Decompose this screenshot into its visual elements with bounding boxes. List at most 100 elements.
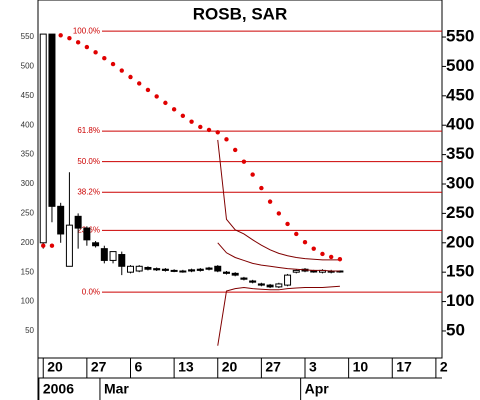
candle-body [83,227,91,241]
y-tick-label: 500 [21,62,35,71]
candle-body [170,269,178,272]
sar-dot [154,94,159,99]
y-tick-label: 300 [21,179,35,188]
sar-dot [320,251,325,257]
sar-dot [102,55,107,61]
x-tick-label: 10 [353,359,369,375]
candle-body [179,270,187,273]
x-tick-label: 20 [222,359,238,375]
candle-body [214,265,222,272]
candle-body [92,242,100,247]
x-tick-label: 20 [47,359,63,375]
candle-body [240,277,248,280]
candle-body [65,224,73,267]
sar-dot [163,100,168,106]
y-tick-label: 250 [21,208,35,217]
candle-body [310,270,318,273]
sar-dot [328,254,334,260]
y2-tick-label: 500 [446,56,474,75]
sar-dot [250,172,255,177]
period-label: 2006 [43,381,74,397]
candle-body [161,268,169,271]
sar-dot [276,211,282,216]
sar-dot [84,44,90,50]
sar-dot [93,50,98,55]
candle-body [275,283,283,288]
fib-label: 38.2% [77,187,100,196]
sar-dot [285,221,290,227]
y-tick-label: 550 [21,32,35,41]
x-tick-label: 27 [91,359,107,375]
sar-dot [215,130,220,135]
candle-body [231,272,239,276]
y-tick-label: 350 [21,150,35,159]
candle-body [153,268,161,271]
candle-body [74,215,82,229]
y-tick-label: 200 [21,238,35,247]
candle-body [57,205,65,235]
sar-dot [311,246,316,251]
x-tick-label: 2 [440,359,448,375]
band-line [217,285,340,346]
y-tick-label: 50 [25,326,34,335]
sar-dot [302,239,308,245]
sar-dot [128,74,133,80]
sar-dot [337,257,343,262]
candle-body [126,265,134,273]
band-line [217,242,340,272]
sar-dot [233,147,238,153]
sar-dot [137,81,142,86]
sar-dot [180,113,186,119]
candle-body [109,251,117,261]
y2-tick-label: 50 [446,320,465,339]
sar-dot [206,127,212,133]
period-label: Mar [104,381,129,397]
candle-body [222,271,230,274]
y2-tick-label: 250 [446,203,474,222]
sar-dot [224,137,229,142]
fib-label: 50.0% [77,157,100,166]
x-tick-label: 6 [134,359,142,375]
x-tick-label: 27 [265,359,281,375]
fib-label: 100.0% [73,26,100,35]
sar-dot [294,231,299,237]
y2-tick-label: 150 [446,262,474,281]
candle-body [48,33,56,207]
y2-tick-label: 300 [446,173,474,192]
sar-dot [67,36,72,41]
y2-tick-label: 200 [446,232,474,251]
candle-body [284,274,292,286]
x-tick-label: 3 [309,359,317,375]
sar-dot [75,40,81,45]
y-tick-label: 400 [21,120,35,129]
sar-dot [171,107,177,112]
candle-body [292,269,300,273]
y-tick-label: 100 [21,297,35,306]
y2-tick-label: 100 [446,291,474,310]
sar-dot [49,243,55,248]
y-tick-label: 150 [21,267,35,276]
band-line [217,139,340,261]
candle-body [118,254,126,267]
sar-dot [145,87,151,93]
candle-body [196,268,204,271]
candle-body [135,265,143,272]
x-tick-label: 17 [396,359,412,375]
sar-dot [119,68,124,73]
chart-title: ROSB, SAR [193,4,287,23]
fib-label: 61.8% [77,126,100,135]
candle-body [257,283,265,286]
sar-dot [267,199,273,204]
y2-tick-label: 550 [446,27,474,46]
sar-dot [110,61,116,67]
sar-dot [189,119,194,124]
candle-body [249,280,257,283]
candle-body [266,284,274,288]
period-label: Apr [305,381,330,397]
y2-tick-label: 350 [446,144,474,163]
candle-body [205,267,213,270]
fib-label: 0.0% [82,287,100,296]
sar-dot [58,33,63,38]
plot-area [37,0,443,359]
